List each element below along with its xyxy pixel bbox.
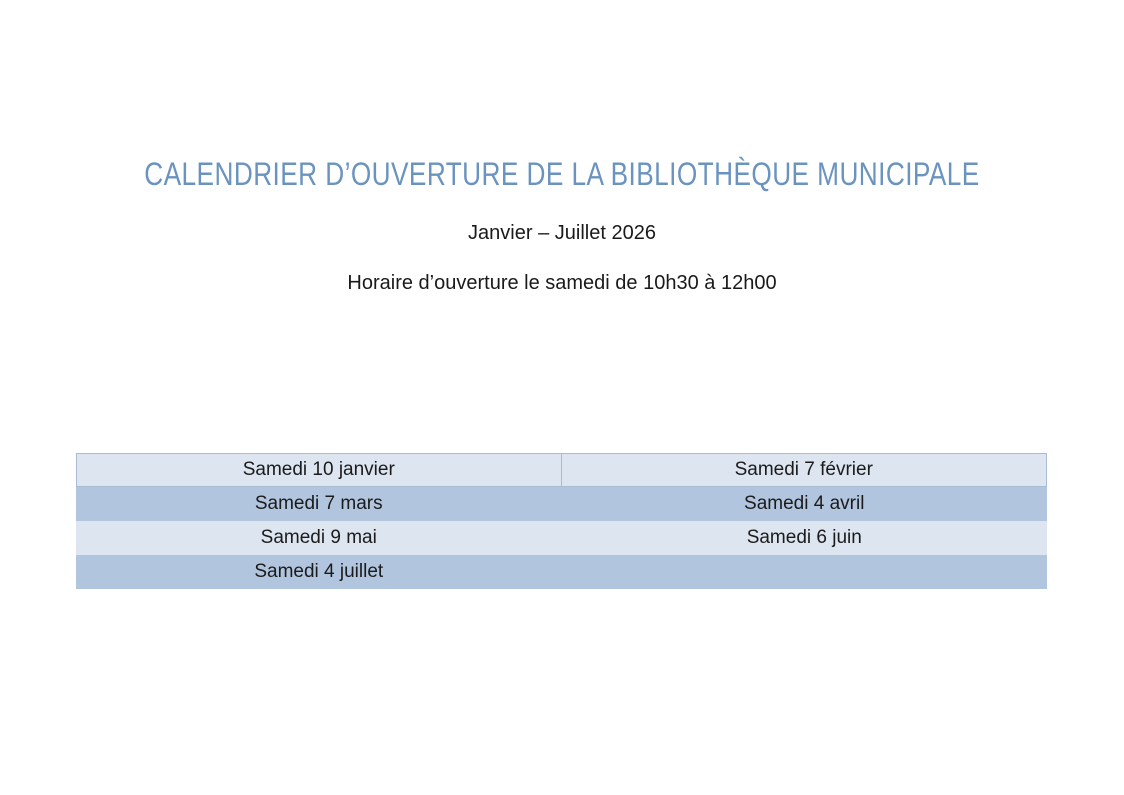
page-title: CALENDRIER D’OUVERTURE DE LA BIBLIOTHÈQU… [144, 156, 980, 192]
table-cell-january: Samedi 10 janvier [77, 454, 562, 486]
table-cell-june: Samedi 6 juin [746, 527, 862, 548]
table-cell-july: Samedi 4 juillet [254, 561, 384, 582]
table-cell-april: Samedi 4 avril [744, 493, 865, 514]
opening-hours-line: Horaire d’ouverture le samedi de 10h30 à… [347, 272, 777, 294]
table-row: Samedi 7 mars Samedi 4 avril [76, 487, 1047, 521]
table-cell-march: Samedi 7 mars [254, 493, 383, 514]
calendar-table: Samedi 10 janvier Samedi 7 février Samed… [76, 453, 1047, 589]
table-cell-empty [562, 555, 1048, 589]
table-cell-may: Samedi 9 mai [260, 527, 377, 548]
table-row: Samedi 10 janvier Samedi 7 février [76, 453, 1047, 487]
table-row: Samedi 4 juillet [76, 555, 1047, 589]
table-row: Samedi 9 mai Samedi 6 juin [76, 521, 1047, 555]
date-range-subtitle: Janvier – Juillet 2026 [468, 222, 656, 244]
table-cell-february: Samedi 7 février [734, 459, 873, 480]
